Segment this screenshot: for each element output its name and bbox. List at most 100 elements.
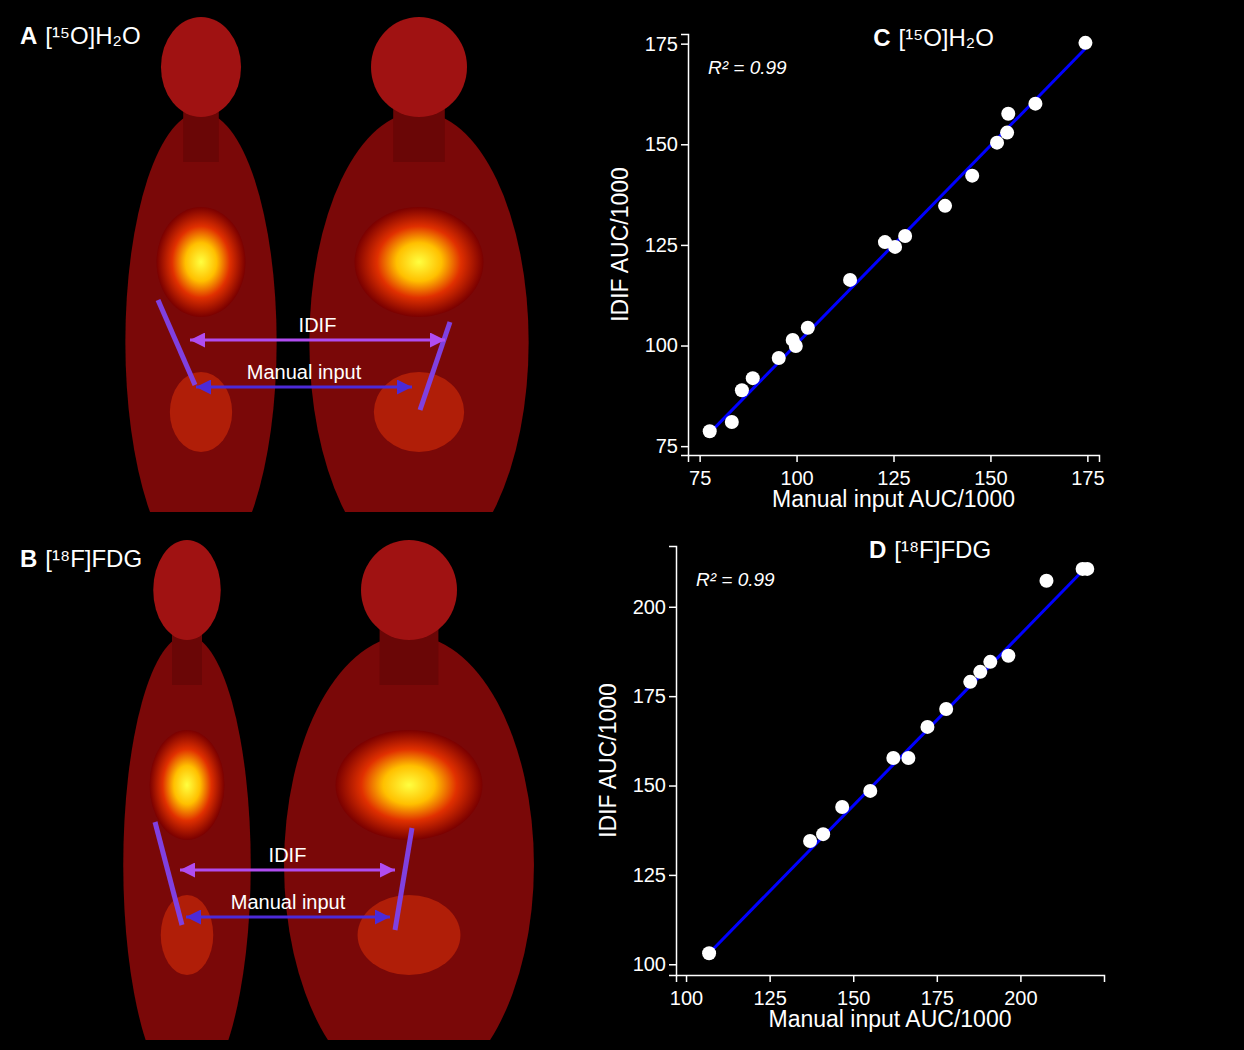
axis-line [669,547,677,976]
tick-label: 150 [633,774,666,796]
tick: 150 [633,774,676,796]
y-axis-title: IDIF AUC/1000 [595,683,621,838]
tick: 175 [633,685,676,707]
data-point [983,655,997,669]
torso [125,112,276,512]
torso [309,112,528,512]
tick: 175 [1071,455,1104,489]
data-point [1028,97,1042,111]
data-point [863,784,877,798]
tick: 150 [645,133,688,155]
arrow-label: Manual input [231,891,346,913]
arrow [196,386,412,389]
plot-area [702,562,1094,960]
panel-title-text: [¹⁸F]FDG [45,545,142,572]
organ [157,207,246,317]
organ [336,730,483,840]
tick: 125 [633,864,676,886]
tick-mark [669,607,676,609]
tick: 200 [1004,975,1037,1009]
tick-label: 150 [645,133,678,155]
data-point [888,240,902,254]
data-point [835,800,849,814]
pet-view [309,17,528,512]
x-axis: 100125150175200 [670,975,1105,1009]
axis-line [689,456,1100,463]
arrow [180,869,395,872]
aorta-segment [158,300,195,385]
panel-letter: C [873,24,890,51]
data-point [920,720,934,734]
tick-mark [937,975,939,982]
tick-mark [853,975,855,982]
tick-mark [699,455,701,462]
aorta-segment [395,828,412,930]
arrow-label: IDIF [269,844,307,866]
tick-label: 100 [645,334,678,356]
tick: 100 [645,334,688,356]
figure: IDIF Manual input A [¹⁵O]H₂O IDIF Manual inpu… [0,0,1244,1050]
torso [123,635,251,1040]
tick-label: 75 [656,435,678,457]
axis-line [681,35,689,456]
fit-line [708,48,1086,434]
panel-letter: D [869,536,886,563]
data-point [803,834,817,848]
head [371,17,467,117]
head [161,17,241,117]
data-point [938,199,952,213]
tick-label: 200 [633,596,666,618]
tick-mark [990,455,992,462]
organ [358,895,461,975]
organ [374,372,464,452]
aorta-segment [155,822,182,925]
tick-label: 100 [670,987,703,1009]
tick-mark [686,975,688,982]
panel-title: B[¹⁸F]FDG [20,545,142,572]
tick-mark [796,455,798,462]
data-point [939,702,953,716]
tick: 100 [780,455,813,489]
plot-area [703,36,1093,438]
x-axis-title: Manual input AUC/1000 [772,486,1015,512]
data-point [746,371,760,385]
torso [284,635,534,1040]
data-point [901,751,915,765]
head [153,540,221,640]
panel-title: D[¹⁸F]FDG [869,536,991,563]
data-point [725,415,739,429]
arrow [186,916,390,919]
data-point [1001,649,1015,663]
arrow-label: Manual input [247,361,362,383]
data-point [843,273,857,287]
panel-title-text: [¹⁵O]H₂O [45,22,140,49]
tick: 75 [689,455,711,489]
panel-title: A [¹⁵O]H₂O [20,22,141,49]
head [361,540,457,640]
x-axis: 75100125150175 [689,455,1105,489]
data-point [886,751,900,765]
tick-mark [893,455,895,462]
panel-title-text: [¹⁵O]H₂O [899,24,994,51]
tick-label: 75 [689,467,711,489]
y-axis: 100125150175200 [633,547,677,976]
panel-title: C [¹⁵O]H₂O [873,24,994,51]
image-panel: IDIF Manual input A [¹⁵O]H₂O [20,17,529,572]
tick: 125 [753,975,786,1009]
tick-label: 175 [645,33,678,55]
panel-letter: A [20,22,37,49]
scatter-panel: 7510012515017575100125150175C[¹⁵O]H₂OR² … [607,24,1105,512]
tick: 175 [645,33,688,55]
tick-mark [681,245,688,247]
annotation: R² = 0.99 [696,569,775,590]
tick: 175 [921,975,954,1009]
fit-line [709,568,1086,953]
data-point [898,229,912,243]
data-point [702,946,716,960]
data-point [816,827,830,841]
tick-label: 175 [1071,467,1104,489]
data-point [801,321,815,335]
tick-mark [769,975,771,982]
arrow-label: IDIF [299,314,337,336]
data-point [963,675,977,689]
